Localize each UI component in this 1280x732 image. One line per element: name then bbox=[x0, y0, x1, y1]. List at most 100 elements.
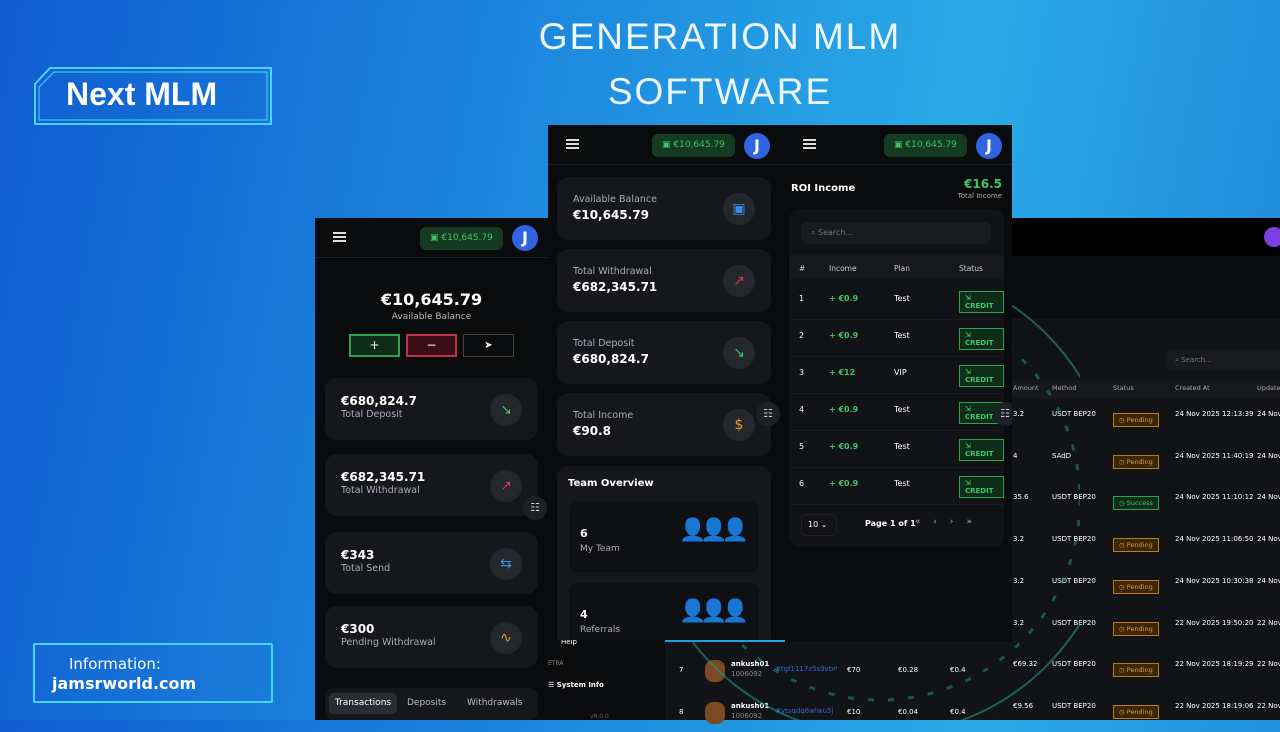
search-input[interactable]: ⌕ Search... bbox=[1165, 350, 1280, 370]
column-header[interactable]: Status bbox=[959, 264, 983, 273]
status-badge: ⇲ CREDIT bbox=[959, 476, 1004, 498]
row-method: USDT BEP20 bbox=[1052, 701, 1096, 710]
tab-transactions[interactable]: Transactions bbox=[329, 693, 397, 714]
system-info-label: System Info bbox=[556, 681, 604, 689]
roi-title: ROI Income bbox=[791, 183, 856, 194]
status-text: Success bbox=[1126, 499, 1153, 508]
row-index: 1 bbox=[799, 294, 805, 303]
status-text: CREDIT bbox=[965, 376, 994, 384]
menu-icon[interactable] bbox=[333, 232, 346, 242]
column-header[interactable]: Update bbox=[1257, 384, 1280, 392]
row-index: 2 bbox=[799, 331, 805, 340]
settings-fab[interactable]: ☷ bbox=[993, 402, 1012, 426]
search-placeholder: Search... bbox=[818, 228, 854, 237]
team-stat-value: 4 bbox=[580, 608, 588, 621]
row-method: USDT BEP20 bbox=[1052, 618, 1096, 627]
page-size-select[interactable]: 10 ⌄ bbox=[801, 514, 837, 536]
row-amount: 35.6 bbox=[1013, 493, 1029, 502]
status-text: Pending bbox=[1126, 624, 1153, 633]
prev-page-button[interactable]: ‹ bbox=[933, 517, 937, 527]
transaction-hash-link[interactable]: #tgf1117z5s9vbrt4t bbox=[775, 665, 837, 673]
column-header[interactable]: # bbox=[799, 264, 806, 273]
avatar[interactable] bbox=[1264, 227, 1280, 247]
row-plan: Test bbox=[894, 479, 910, 488]
row-amount: 3.2 bbox=[1013, 410, 1025, 418]
roi-search-input[interactable]: ⌕ Search... bbox=[801, 222, 991, 244]
arrow-down-right-icon: ↘ bbox=[490, 394, 522, 426]
row-plan: Test bbox=[894, 442, 910, 451]
status-badge: ⇲ CREDIT bbox=[959, 291, 1004, 313]
send-button[interactable]: ➤ bbox=[463, 334, 514, 357]
table-row: 35.6 USDT BEP20 ◷ Success 24 Nov 2025 11… bbox=[1012, 493, 1280, 533]
first-page-button[interactable]: « bbox=[915, 517, 921, 527]
activity-icon: ∿ bbox=[490, 622, 522, 654]
stat-value: €682,345.71 bbox=[341, 470, 426, 484]
tab-bar: Transactions Deposits Withdrawals bbox=[325, 688, 538, 720]
info-url[interactable]: jamsrworld.com bbox=[52, 674, 197, 693]
status-badge: ◷ Pending bbox=[1113, 704, 1159, 719]
row-charge: €0.4 bbox=[950, 708, 966, 716]
status-text: CREDIT bbox=[965, 302, 994, 310]
avatar[interactable]: J bbox=[512, 225, 538, 251]
row-updated-at: 22 Nov bbox=[1257, 618, 1280, 627]
status-text: Pending bbox=[1126, 457, 1153, 466]
settings-fab[interactable]: ☷ bbox=[523, 496, 547, 520]
row-fee: €0.04 bbox=[898, 708, 919, 716]
sidebar-item-system-info[interactable]: ☰ System Info bbox=[548, 681, 604, 689]
row-income: + €12 bbox=[829, 368, 856, 377]
avatar[interactable]: J bbox=[976, 133, 1002, 159]
roi-income-panel: ▣ €10,645.79 J ROI Income €16.5 Total In… bbox=[785, 125, 1012, 642]
available-balance: €10,645.79 bbox=[380, 290, 483, 309]
avatar[interactable]: J bbox=[744, 133, 770, 159]
status-text: CREDIT bbox=[965, 487, 994, 495]
logo-frame bbox=[34, 67, 272, 125]
user-id: 1006092 bbox=[731, 670, 763, 678]
sidebar-section: ETRA bbox=[548, 660, 564, 667]
row-method: USDT BEP20 bbox=[1052, 410, 1096, 418]
last-page-button[interactable]: » bbox=[966, 517, 972, 527]
row-amount: 4 bbox=[1013, 451, 1018, 460]
menu-icon[interactable] bbox=[566, 139, 579, 149]
roi-total: €16.5 bbox=[964, 177, 1002, 191]
settings-fab[interactable]: ☷ bbox=[756, 402, 780, 426]
status-badge: ◷ Pending bbox=[1113, 538, 1159, 553]
status-text: Pending bbox=[1126, 666, 1153, 675]
dashboard-panel-left: ▣ €10,645.79 J €10,645.79 Available Bala… bbox=[315, 218, 548, 720]
row-updated-at: 22 Nov bbox=[1257, 701, 1280, 710]
row-method: USDT BEP20 bbox=[1052, 535, 1096, 544]
stat-card: €343 Total Send ⇆ bbox=[325, 532, 538, 594]
status-text: CREDIT bbox=[965, 450, 994, 458]
sidebar-item-help[interactable]: Help bbox=[561, 638, 577, 646]
wallet-balance-chip[interactable]: ▣ €10,645.79 bbox=[652, 134, 735, 157]
row-created-at: 22 Nov 2025 18:19:29 bbox=[1175, 660, 1254, 669]
next-page-button[interactable]: › bbox=[949, 517, 954, 527]
row-index: 7 bbox=[679, 666, 684, 674]
stat-value: €680,824.7 bbox=[573, 352, 649, 366]
team-overview-card: Team Overview 6 My Team 👤👤👤 4 Referrals … bbox=[557, 466, 771, 640]
tab-deposits[interactable]: Deposits bbox=[407, 698, 447, 708]
column-header[interactable]: Method bbox=[1052, 384, 1077, 392]
column-header[interactable]: Plan bbox=[894, 264, 910, 273]
table-row bbox=[789, 469, 1004, 505]
dashboard-panel-middle: ▣ €10,645.79 J Available Balance €10,645… bbox=[548, 125, 785, 640]
tab-withdrawals[interactable]: Withdrawals bbox=[467, 698, 523, 708]
status-badge: ◷ Pending bbox=[1113, 454, 1159, 469]
arrow-up-right-icon: ↗ bbox=[490, 470, 522, 502]
column-header[interactable]: Created At bbox=[1175, 384, 1210, 392]
menu-icon[interactable] bbox=[803, 139, 816, 149]
wallet-balance-chip[interactable]: ▣ €10,645.79 bbox=[884, 134, 967, 157]
column-header[interactable]: Amount bbox=[1013, 384, 1039, 392]
row-amount: €70 bbox=[847, 666, 861, 674]
wallet-balance-chip[interactable]: ▣ €10,645.79 bbox=[420, 227, 503, 250]
column-header[interactable]: Status bbox=[1113, 384, 1134, 392]
column-header[interactable]: Income bbox=[829, 264, 857, 273]
status-text: Pending bbox=[1126, 707, 1153, 716]
logo: Next MLM bbox=[66, 76, 218, 112]
deposit-button[interactable]: + bbox=[349, 334, 400, 357]
row-plan: VIP bbox=[894, 368, 907, 377]
row-charge: €0.4 bbox=[950, 666, 966, 674]
withdraw-button[interactable]: − bbox=[406, 334, 457, 357]
transaction-hash-link[interactable]: #ytsqdq6wlwu5j bbox=[775, 707, 834, 715]
stat-value: €343 bbox=[341, 548, 375, 562]
stat-label: Total Withdrawal bbox=[341, 485, 420, 496]
